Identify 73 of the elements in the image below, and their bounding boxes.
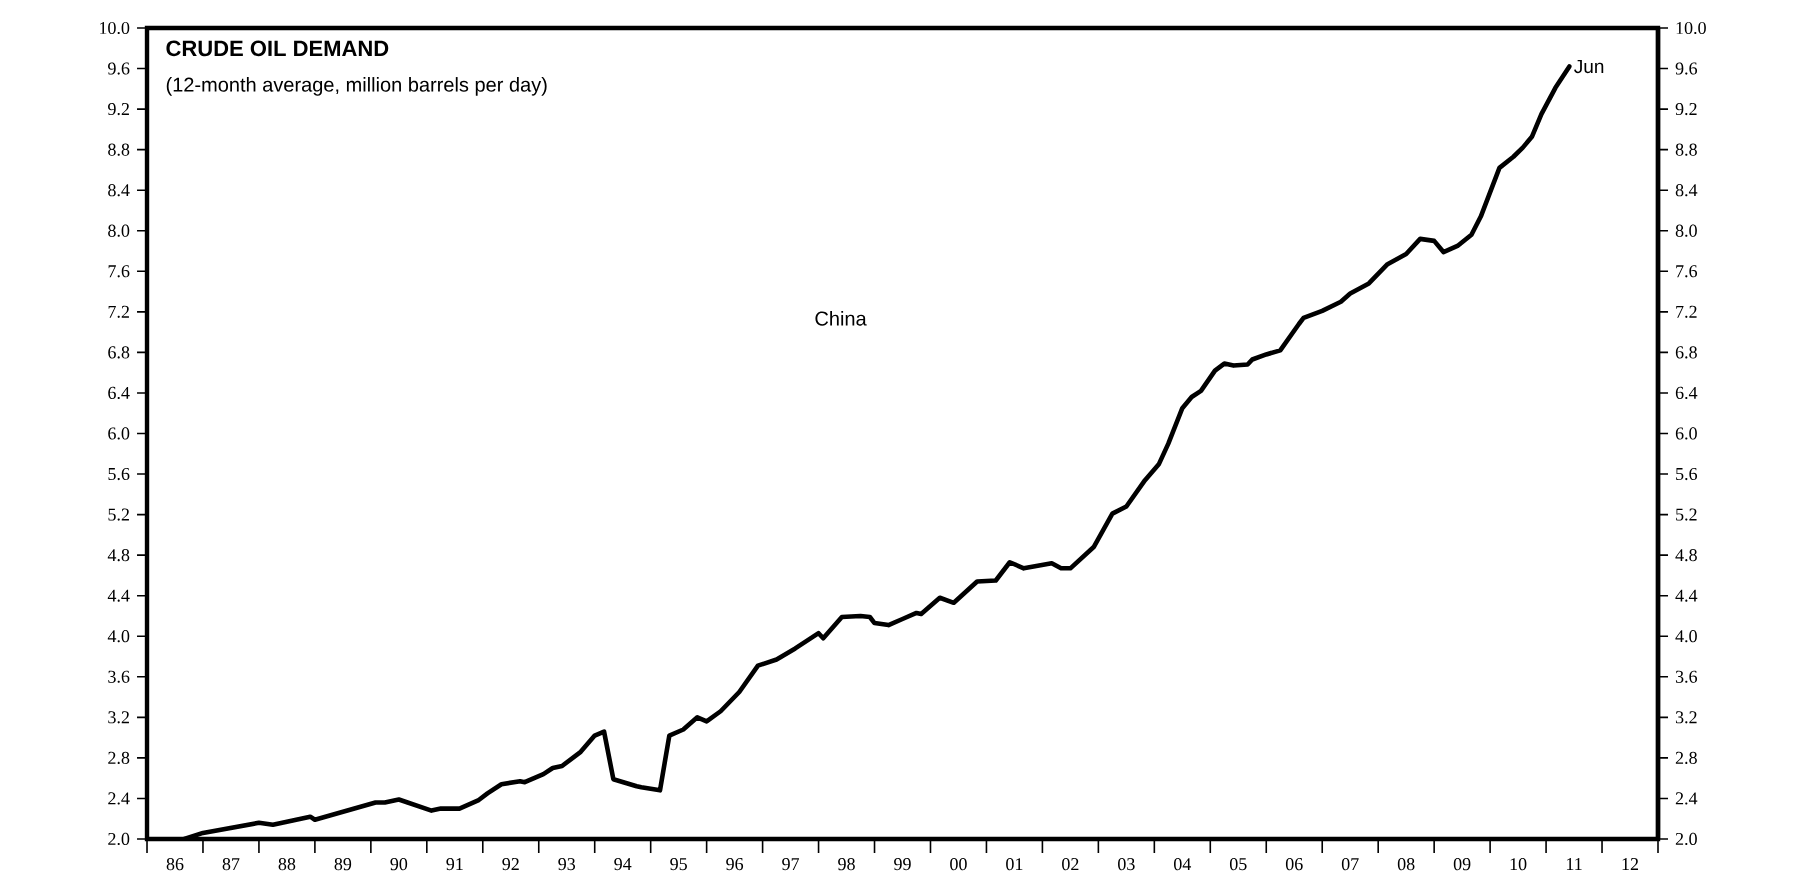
x-tick-label: 08 xyxy=(1397,858,1415,871)
y-tick-label: 9.2 xyxy=(108,103,129,116)
y-tick-label: 4.4 xyxy=(107,589,130,602)
y2-tick-label: 8.4 xyxy=(1675,184,1698,197)
x-tick-label: 86 xyxy=(166,858,184,871)
x-tick-label: 89 xyxy=(334,858,352,871)
y-tick-label: 5.2 xyxy=(108,508,129,521)
y2-tick-label: 7.2 xyxy=(1676,305,1697,318)
x-tick-label: 09 xyxy=(1453,858,1471,871)
x-tick-label: 90 xyxy=(390,858,408,871)
annotation: China xyxy=(815,310,867,326)
x-tick-label: 87 xyxy=(222,858,240,871)
y-tick-label: 8.8 xyxy=(108,143,130,156)
x-tick-label: 05 xyxy=(1229,858,1247,871)
y-tick-label: 2.8 xyxy=(108,751,130,764)
y2-tick-label: 9.6 xyxy=(1675,62,1698,75)
y-tick-label: 5.6 xyxy=(108,467,130,481)
y2-tick-label: 6.4 xyxy=(1675,386,1698,400)
x-tick-label: 01 xyxy=(1006,858,1023,871)
x-tick-label: 02 xyxy=(1062,858,1079,871)
y-tick-label: 10.0 xyxy=(100,21,130,35)
y-tick-label: 6.0 xyxy=(108,427,130,440)
x-tick-label: 06 xyxy=(1285,858,1303,871)
y2-tick-label: 8.0 xyxy=(1675,224,1697,237)
annotation: Jun xyxy=(1574,59,1604,74)
y2-tick-label: 4.0 xyxy=(1675,630,1697,643)
x-tick-label: 97 xyxy=(782,858,800,871)
x-tick-label: 03 xyxy=(1118,858,1135,871)
x-tick-label: 93 xyxy=(558,858,576,871)
y2-tick-label: 2.4 xyxy=(1675,792,1698,805)
x-tick-label: 96 xyxy=(726,858,744,871)
y2-tick-label: 3.2 xyxy=(1675,711,1697,724)
chart-title: CRUDE OIL DEMAND xyxy=(166,40,389,57)
text: (12-month average, million barrels per day) xyxy=(166,77,547,96)
x-tick-label: 12 xyxy=(1622,858,1639,870)
y-tick-label: 4.8 xyxy=(107,549,130,562)
x-tick-label: 91 xyxy=(446,858,463,871)
x-tick-label: 92 xyxy=(502,858,519,871)
y2-tick-label: 3.6 xyxy=(1675,670,1698,683)
x-tick-label: 94 xyxy=(614,858,632,871)
y-tick-label: 2.0 xyxy=(108,832,130,846)
y2-tick-label: 9.2 xyxy=(1675,103,1697,116)
x-tick-label: 10 xyxy=(1510,858,1527,871)
y-tick-label: 3.2 xyxy=(108,711,129,724)
y-tick-label: 2.4 xyxy=(108,792,130,805)
x-tick-label: 07 xyxy=(1341,858,1359,871)
y-tick-label: 7.2 xyxy=(108,305,129,318)
y-tick-label: 6.8 xyxy=(108,346,130,359)
y2-tick-label: 6.0 xyxy=(1675,427,1697,440)
y-tick-label: 3.6 xyxy=(108,670,130,683)
y2-tick-label: 5.2 xyxy=(1676,508,1697,521)
y2-tick-label: 2.8 xyxy=(1675,751,1697,764)
x-tick-label: 99 xyxy=(894,858,911,871)
x-tick-label: 11 xyxy=(1566,858,1582,870)
y-tick-label: 7.6 xyxy=(108,265,130,278)
x-tick-label: 04 xyxy=(1174,858,1192,871)
y-tick-label: 6.4 xyxy=(108,386,130,400)
y-tick-label: 9.6 xyxy=(108,62,130,75)
x-tick-label: 98 xyxy=(838,858,855,871)
x-tick-label: 00 xyxy=(950,858,967,871)
y2-tick-label: 6.8 xyxy=(1675,346,1697,359)
x-tick-label: 88 xyxy=(278,858,296,871)
y2-tick-label: 8.8 xyxy=(1675,143,1697,156)
x-tick-label: 95 xyxy=(670,858,687,871)
y2-tick-label: 5.6 xyxy=(1676,467,1698,481)
y2-tick-label: 7.6 xyxy=(1676,265,1698,278)
y-tick-label: 8.0 xyxy=(108,224,130,237)
y2-tick-label: 4.4 xyxy=(1675,589,1698,602)
y2-tick-label: 2.0 xyxy=(1675,832,1697,846)
y-tick-label: 8.4 xyxy=(108,184,130,197)
y2-tick-label: 4.8 xyxy=(1675,549,1697,562)
y-tick-label: 4.0 xyxy=(107,630,130,643)
y2-tick-label: 10.0 xyxy=(1676,21,1706,35)
